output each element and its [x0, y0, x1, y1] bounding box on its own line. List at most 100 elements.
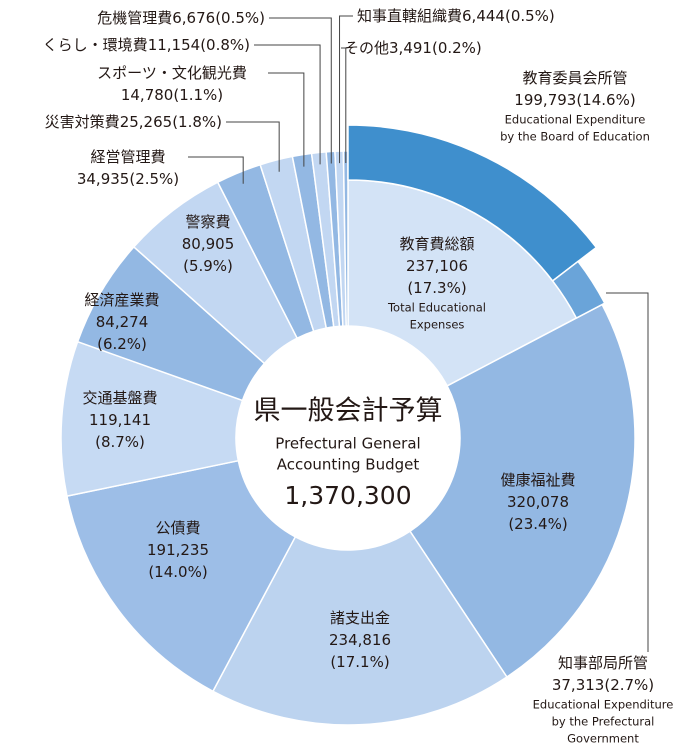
label-name: 経営管理費 — [90, 148, 165, 166]
segment-label: (8.7%) — [95, 433, 145, 451]
label-name: 諸支出金 — [330, 609, 390, 627]
segment-label: (14.0%) — [148, 563, 207, 581]
label-name: 健康福祉費 — [500, 471, 575, 489]
segment-label: 234,816 — [329, 631, 391, 649]
segment-label: 災害対策費25,265(1.8%) — [45, 113, 222, 131]
label-percent-label: (1.8%) — [172, 113, 222, 131]
label-value-label: 6,444 — [462, 7, 505, 25]
label-name: 教育費総額 — [399, 235, 474, 253]
label-value-label: 25,265 — [120, 113, 173, 131]
label-percent-label: (17.1%) — [330, 653, 389, 671]
label-name: 教育委員会所管 — [522, 69, 627, 87]
segment-label: 80,905 — [182, 235, 235, 253]
leader-line — [341, 47, 347, 164]
segment-label: 84,274 — [96, 313, 149, 331]
label-value-label: 37,313 — [552, 676, 605, 694]
label-name: 警察費 — [185, 213, 230, 231]
label-percent-label: (8.7%) — [95, 433, 145, 451]
center-total: 1,370,300 — [284, 481, 411, 510]
segment-label: 199,793(14.6%) — [514, 91, 635, 109]
segment — [66, 459, 297, 693]
label-percent-label: (0.5%) — [505, 7, 555, 25]
segment-label: 教育委員会所管 — [522, 69, 627, 87]
segment-label: (17.1%) — [330, 653, 389, 671]
segment-label: 公債費 — [155, 519, 200, 537]
label-value-label: 3,491 — [389, 39, 432, 57]
label-value-label: 199,793 — [514, 91, 576, 109]
label-name: 危機管理費 — [97, 9, 172, 27]
leader-line — [254, 44, 321, 165]
leader-line — [268, 72, 305, 167]
label-percent-label: (5.9%) — [183, 257, 233, 275]
segment-label: 交通基盤費 — [82, 389, 157, 407]
segment-label: 警察費 — [185, 213, 230, 231]
leader-line — [606, 292, 649, 652]
label-percent-label: (17.3%) — [407, 279, 466, 297]
label-value-label: 320,078 — [507, 493, 569, 511]
segment-label: 危機管理費6,676(0.5%) — [97, 9, 265, 27]
segment-label: 237,106 — [406, 257, 468, 275]
leader-line — [226, 121, 280, 172]
label-value-label: 191,235 — [147, 541, 209, 559]
segment-label: 経済産業費 — [84, 291, 159, 309]
label-percent-label: (1.1%) — [173, 86, 223, 104]
label-percent-label: (14.0%) — [148, 563, 207, 581]
segment-label: 健康福祉費 — [500, 471, 575, 489]
segment-label: (6.2%) — [97, 335, 147, 353]
label-name: くらし・環境費 — [43, 36, 148, 54]
center-title: 県一般会計予算 — [254, 396, 443, 427]
segment — [211, 530, 508, 726]
segment-label: 34,935(2.5%) — [77, 170, 179, 188]
label-value-label: 234,816 — [329, 631, 391, 649]
segment-label-en: Educational Expenditure — [533, 698, 674, 712]
segment-label: 191,235 — [147, 541, 209, 559]
segment-label: 知事直轄組織費6,444(0.5%) — [357, 7, 555, 25]
segment-label: くらし・環境費11,154(0.8%) — [43, 36, 250, 54]
leader-line — [339, 15, 353, 164]
label-name: 交通基盤費 — [82, 389, 157, 407]
segment-label: (23.4%) — [508, 515, 567, 533]
label-percent-label: (23.4%) — [508, 515, 567, 533]
label-value-label: 84,274 — [96, 313, 149, 331]
label-percent-label: (0.2%) — [432, 39, 482, 57]
segment-label: (17.3%) — [407, 279, 466, 297]
center-subtitle: Prefectural General — [275, 435, 420, 453]
segment-label: 320,078 — [507, 493, 569, 511]
label-name: スポーツ・文化観光費 — [97, 64, 247, 82]
label-name: 経済産業費 — [84, 291, 159, 309]
label-name: 知事部局所管 — [558, 654, 648, 672]
center-subtitle: Accounting Budget — [277, 456, 420, 474]
segment-label-en: Total Educational — [387, 301, 486, 315]
segment-label: 諸支出金 — [330, 609, 390, 627]
segment-label: (5.9%) — [183, 257, 233, 275]
leader-line — [188, 156, 244, 184]
label-name: その他 — [344, 39, 389, 57]
label-percent-label: (14.6%) — [576, 91, 635, 109]
segment-label: 経営管理費 — [90, 148, 165, 166]
subsegment — [347, 124, 598, 282]
segment-label: 119,141 — [89, 411, 151, 429]
label-percent-label: (6.2%) — [97, 335, 147, 353]
segment-label-en: Educational Expenditure — [505, 113, 646, 127]
segment-label: スポーツ・文化観光費 — [97, 64, 247, 82]
label-value-label: 119,141 — [89, 411, 151, 429]
label-value-label: 80,905 — [182, 235, 235, 253]
label-percent-label: (2.5%) — [129, 170, 179, 188]
label-percent-label: (0.5%) — [215, 9, 265, 27]
segment-label: 教育費総額 — [399, 235, 474, 253]
label-percent-label: (2.7%) — [604, 676, 654, 694]
leader-line — [269, 17, 332, 164]
segment-label: 37,313(2.7%) — [552, 676, 654, 694]
label-name: 知事直轄組織費 — [357, 7, 462, 25]
label-value-label: 34,935 — [77, 170, 130, 188]
segment-label: その他3,491(0.2%) — [344, 39, 482, 57]
label-value-label: 14,780 — [121, 86, 174, 104]
subsegment — [551, 260, 606, 320]
segment-label-en: by the Prefectural — [552, 715, 655, 729]
label-value-label: 6,676 — [172, 9, 215, 27]
segment-label-en: Government — [567, 732, 639, 745]
segment-label: 14,780(1.1%) — [121, 86, 223, 104]
segment-label-en: by the Board of Education — [500, 130, 650, 144]
label-name: 公債費 — [155, 519, 200, 537]
